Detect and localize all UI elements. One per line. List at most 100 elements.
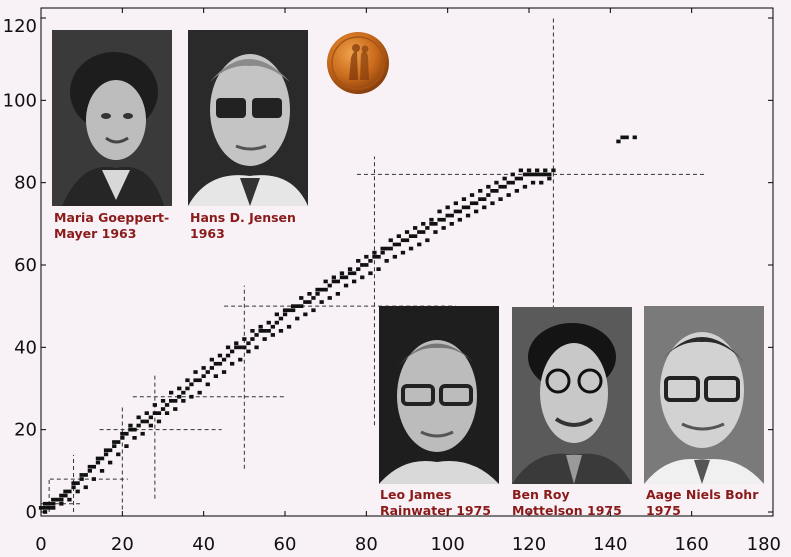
data-point — [384, 246, 389, 251]
data-point — [547, 172, 552, 177]
data-point — [498, 184, 503, 189]
data-point — [380, 246, 385, 251]
data-point — [331, 275, 336, 280]
data-point — [551, 168, 556, 173]
data-point — [445, 213, 450, 218]
data-point — [152, 411, 157, 415]
data-point — [181, 399, 186, 403]
data-point — [396, 234, 401, 238]
data-point — [417, 230, 422, 234]
data-point — [42, 506, 48, 510]
data-point — [368, 271, 373, 276]
data-point — [128, 427, 133, 432]
data-point — [254, 345, 259, 350]
data-point — [124, 444, 129, 448]
data-point — [205, 382, 210, 387]
data-point — [140, 431, 145, 436]
data-point — [335, 292, 340, 296]
y-axis: 0 20 40 60 80 100 120 — [3, 16, 773, 523]
data-point — [510, 172, 515, 177]
data-point — [530, 172, 536, 177]
caption-rainwater: Leo James Rainwater 1975 — [380, 487, 491, 519]
data-point — [148, 423, 153, 428]
data-point — [315, 292, 320, 296]
data-point — [441, 217, 446, 222]
data-point — [136, 415, 141, 420]
data-point — [620, 135, 625, 140]
data-point — [177, 394, 182, 399]
data-point — [177, 386, 182, 391]
caption-bohr: Aage Niels Bohr 1975 — [646, 487, 758, 519]
data-point — [124, 431, 129, 436]
data-point — [376, 254, 381, 259]
data-point — [299, 304, 304, 308]
data-point — [388, 246, 393, 251]
data-point — [433, 222, 438, 226]
data-point — [270, 324, 275, 329]
data-point — [303, 312, 308, 317]
data-point — [71, 481, 76, 485]
x-tick-label: 80 — [355, 534, 378, 555]
data-point — [234, 345, 239, 350]
data-point — [518, 168, 523, 173]
data-point — [250, 329, 255, 333]
data-point — [339, 275, 345, 280]
x-tick-label: 60 — [274, 534, 297, 555]
data-point — [189, 382, 194, 387]
data-point — [461, 197, 467, 201]
caption-line: 1975 — [646, 503, 681, 518]
data-point — [360, 263, 365, 267]
data-point — [417, 242, 422, 247]
data-point — [388, 238, 393, 243]
data-point — [356, 259, 361, 263]
data-point — [404, 238, 410, 243]
data-point — [205, 370, 210, 374]
data-point — [164, 411, 170, 415]
data-point — [482, 197, 487, 201]
y-tick-label: 120 — [3, 16, 37, 37]
data-point — [140, 419, 145, 424]
data-point — [132, 427, 137, 432]
caption-line: 1963 — [190, 226, 225, 241]
data-point — [299, 296, 304, 300]
data-point — [262, 337, 267, 341]
data-point — [144, 411, 149, 415]
data-point — [449, 213, 454, 218]
data-point — [469, 193, 475, 197]
y-tick-label: 80 — [14, 173, 37, 194]
x-axis: 0 20 40 60 80 100 120 140 160 180 — [35, 8, 781, 555]
data-point — [441, 226, 446, 230]
data-point — [429, 217, 434, 222]
data-point — [148, 415, 153, 420]
data-point — [160, 407, 166, 411]
data-point — [364, 263, 369, 267]
data-point — [526, 168, 532, 173]
data-point — [103, 452, 109, 457]
data-point — [51, 506, 56, 510]
data-point — [63, 493, 68, 498]
caption-line: Leo James — [380, 487, 452, 502]
data-point — [42, 501, 48, 506]
data-point — [482, 205, 487, 210]
data-point — [95, 460, 101, 465]
data-point — [526, 172, 532, 177]
data-point — [429, 222, 434, 226]
data-point — [372, 254, 377, 259]
data-point — [173, 407, 178, 411]
data-point — [478, 197, 483, 201]
plot-frame — [40, 7, 774, 517]
data-point — [274, 312, 279, 317]
data-point — [490, 189, 495, 193]
data-point — [254, 333, 259, 337]
data-point — [396, 242, 401, 247]
data-point — [258, 324, 263, 329]
data-point — [404, 230, 410, 234]
data-point — [490, 201, 495, 206]
data-point — [213, 361, 218, 366]
data-point — [494, 189, 499, 193]
photo-goeppert-mayer — [52, 30, 172, 206]
data-point — [87, 469, 92, 473]
data-point — [217, 353, 223, 358]
data-point — [47, 501, 52, 506]
